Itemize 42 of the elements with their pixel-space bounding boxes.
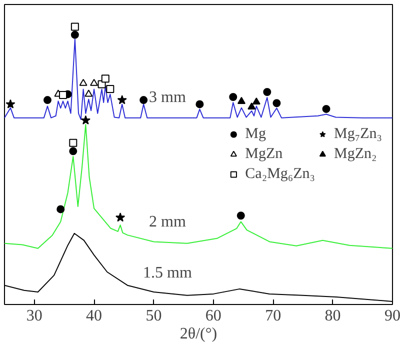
point xyxy=(196,100,204,108)
point xyxy=(59,91,67,100)
point xyxy=(90,78,98,86)
point xyxy=(69,138,78,147)
x-tick-label: 90 xyxy=(384,308,400,324)
x-tick-label: 40 xyxy=(86,308,102,324)
point xyxy=(322,104,330,113)
point xyxy=(263,88,272,96)
point xyxy=(6,99,16,108)
point xyxy=(84,90,93,97)
point xyxy=(117,95,127,104)
x-tick-label: 60 xyxy=(205,308,222,324)
point xyxy=(248,102,256,110)
x-axis-title: 2θ/(°) xyxy=(180,326,218,342)
x-tick-label: 70 xyxy=(265,308,282,324)
point xyxy=(70,30,79,39)
point xyxy=(229,93,238,101)
point xyxy=(69,147,78,156)
point xyxy=(70,22,79,31)
series-label: 3 mm xyxy=(149,88,186,106)
point xyxy=(237,96,246,104)
legend-label: Mg₇Zn₃ xyxy=(334,126,382,142)
point xyxy=(252,97,260,105)
point xyxy=(79,78,88,86)
point xyxy=(43,96,52,104)
point xyxy=(106,84,114,93)
point xyxy=(101,74,110,83)
point xyxy=(140,96,148,104)
x-tick-label: 50 xyxy=(146,308,162,324)
point xyxy=(272,99,281,108)
x-tick-label: 30 xyxy=(26,308,42,324)
series-label: 2 mm xyxy=(149,213,186,230)
legend-label: Ca₂Mg₆Zn₃ xyxy=(245,166,316,182)
point xyxy=(56,205,65,214)
legend-label: MgZn xyxy=(245,146,283,162)
x-tick-label: 80 xyxy=(324,308,341,324)
point xyxy=(236,212,245,220)
series-label: 1.5 mm xyxy=(143,264,192,282)
legend-label: Mg xyxy=(245,126,266,142)
legend-label: MgZn₂ xyxy=(334,146,377,162)
point xyxy=(80,115,90,124)
point xyxy=(116,212,126,222)
